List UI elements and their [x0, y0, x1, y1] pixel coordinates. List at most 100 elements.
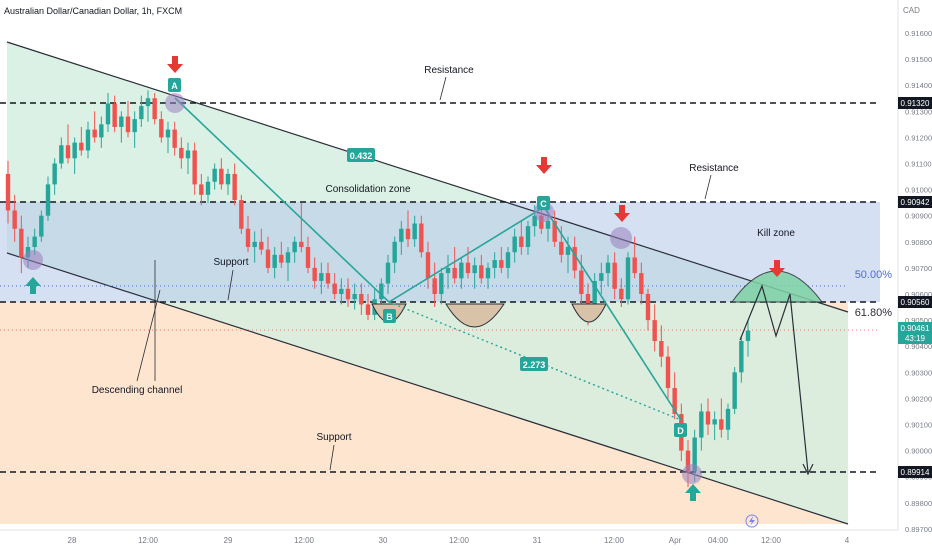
candle-body: [312, 267, 317, 281]
symbol-title: Australian Dollar/Canadian Dollar, 1h, F…: [4, 6, 182, 16]
candle-body: [125, 116, 131, 133]
candle-body: [352, 294, 357, 300]
candle-body: [705, 411, 711, 425]
point-a-badge: [168, 78, 181, 92]
annotation-resistance-top: Resistance: [424, 65, 474, 76]
sell-arrows: [167, 56, 785, 277]
candle-body: [379, 283, 384, 300]
abcd-zigzag: [174, 97, 682, 421]
pointer-line: [439, 76, 447, 101]
candle-body: [505, 252, 511, 268]
y-tick-label: 0.90900: [905, 212, 932, 221]
candle-body: [619, 288, 624, 300]
candle-body: [599, 273, 604, 281]
x-tick-label: 4: [845, 536, 850, 545]
current-price-label: 0.90461: [901, 324, 930, 333]
point-a-label: A: [171, 81, 178, 91]
x-tick-label: Apr: [669, 536, 682, 545]
pattern-point-labels: A B C D: [168, 78, 687, 437]
candle-body: [252, 241, 257, 248]
y-tick-label: 0.90500: [905, 316, 932, 325]
time-axis[interactable]: [0, 530, 898, 550]
candle-body: [319, 273, 324, 281]
price-axis[interactable]: [898, 0, 932, 550]
price-tag-bg: [898, 196, 932, 208]
projection-arrowhead: [802, 463, 814, 476]
x-tick-label: 30: [379, 536, 388, 545]
candle-body: [365, 304, 371, 315]
x-tick-label: 12:00: [449, 536, 470, 545]
candle-body: [65, 145, 71, 159]
candle-body: [19, 228, 24, 258]
candle-body: [399, 228, 404, 242]
x-tick-labels: 28 12:00 29 12:00 30 12:00 31 12:00 Apr 04:00 12:0…: [68, 536, 850, 545]
countdown-label: 43:19: [905, 334, 926, 343]
candle-body: [659, 340, 664, 357]
candle-body: [32, 236, 37, 248]
candle-body: [699, 411, 704, 438]
candles-group: [5, 90, 751, 488]
candle-body: [459, 262, 464, 279]
y-tick-label: 0.91300: [905, 107, 932, 116]
candle-body: [739, 340, 744, 373]
candle-body: [519, 236, 524, 248]
candle-body: [145, 98, 151, 107]
candle-body: [72, 142, 77, 159]
candle-body: [385, 262, 391, 284]
price-tag-bg: [898, 296, 932, 308]
y-tick-label: 0.90000: [905, 447, 932, 456]
pointer-line: [704, 174, 712, 200]
candle-body: [199, 184, 204, 195]
x-tick-label: 04:00: [708, 536, 729, 545]
candle-body: [665, 356, 671, 388]
y-tick-label: 0.90800: [905, 238, 932, 247]
candle-body: [465, 262, 471, 274]
candle-body: [685, 450, 691, 472]
candle-body: [345, 288, 351, 300]
candle-body: [139, 106, 144, 120]
candle-body: [532, 215, 537, 227]
candle-body: [639, 273, 644, 294]
annotation-kill-zone: Kill zone: [757, 228, 795, 239]
candle-body: [159, 119, 164, 138]
candle-body: [39, 215, 44, 237]
candle-body: [279, 254, 284, 263]
y-tick-label: 0.91600: [905, 29, 932, 38]
x-tick-label: 12:00: [294, 536, 315, 545]
fib-50-label: 50.00%: [855, 269, 893, 281]
y-tick-label: 0.91400: [905, 81, 932, 90]
candle-body: [79, 142, 84, 151]
point-d-badge: [674, 423, 687, 437]
up-arrow-icon: [25, 277, 41, 294]
y-tick-label: 0.91200: [905, 133, 932, 142]
channel-lower-line: [6, 252, 849, 525]
candle-body: [225, 173, 231, 185]
ratio-badge-ab: [347, 148, 375, 162]
events-icon[interactable]: [745, 514, 759, 528]
point-c-label: C: [540, 199, 547, 209]
fib-618-label: 61.80%: [855, 307, 893, 319]
annotation-consolidation-zone: Consolidation zone: [325, 184, 410, 195]
candle-body: [85, 129, 91, 151]
candle-body: [499, 260, 504, 268]
candle-body: [539, 215, 544, 229]
down-arrow-icon: [167, 56, 183, 73]
candle-body: [112, 103, 117, 127]
price-tag-0: 0.91320: [901, 99, 930, 108]
candle-body: [92, 129, 97, 138]
ratio-label-bd: 2.273: [523, 360, 546, 370]
x-tick-label: 12:00: [138, 536, 159, 545]
y-tick-label: 0.91100: [905, 160, 932, 169]
candle-body: [732, 372, 737, 409]
current-price-tag: [898, 322, 932, 344]
y-tick-label: 0.90300: [905, 368, 932, 377]
candle-body: [485, 267, 491, 279]
ratio-badge-bd: [520, 357, 548, 371]
candle-body: [105, 103, 111, 125]
x-tick-label: 12:00: [761, 536, 782, 545]
annotation-resistance-right: Resistance: [689, 163, 739, 174]
y-tick-labels: 0.91600 0.91500 0.91400 0.91300 0.91200 0.911…: [905, 29, 932, 534]
candle-body: [592, 280, 597, 315]
lightning-icon: [749, 516, 755, 526]
